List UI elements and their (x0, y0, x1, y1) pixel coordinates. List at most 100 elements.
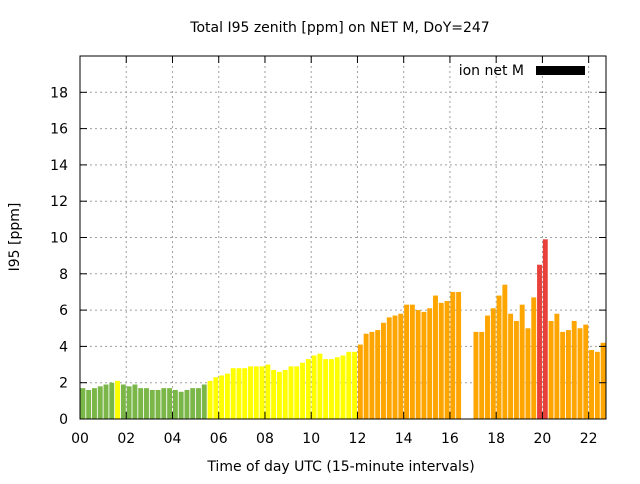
bar (190, 388, 196, 419)
x-axis-label: Time of day UTC (15-minute intervals) (206, 459, 474, 475)
bar (433, 295, 438, 419)
x-tick-label: 14 (395, 431, 413, 447)
bar (219, 375, 225, 419)
x-tick-label: 00 (71, 431, 89, 447)
bar (508, 313, 514, 419)
bar (427, 308, 433, 419)
bar (288, 366, 294, 419)
bar (473, 331, 479, 419)
bar (172, 389, 178, 419)
bar (450, 291, 456, 419)
y-tick-label: 10 (50, 231, 68, 247)
bar (571, 320, 577, 419)
bar (201, 384, 207, 419)
bar (178, 391, 184, 419)
bar (144, 388, 149, 419)
legend-label: ion net M (459, 63, 524, 79)
bar (224, 373, 230, 419)
bar (115, 380, 121, 419)
bar (317, 353, 323, 419)
bar (120, 384, 126, 419)
bar (565, 330, 571, 419)
bar (554, 313, 560, 419)
bar (398, 313, 404, 419)
bar (438, 302, 444, 419)
grid-lines (80, 56, 606, 419)
bar (363, 333, 369, 419)
bar (542, 239, 548, 419)
x-tick-label: 06 (210, 431, 228, 447)
bar (132, 384, 138, 419)
y-tick-label: 2 (59, 376, 68, 392)
bar (375, 330, 381, 419)
bar (103, 384, 109, 419)
bar (392, 315, 398, 419)
x-tick-label: 10 (302, 431, 320, 447)
y-tick-label: 18 (50, 85, 68, 101)
bar (300, 362, 305, 419)
bar (248, 366, 253, 419)
bar (525, 328, 531, 419)
bar (381, 322, 386, 419)
x-tick-label: 08 (256, 431, 274, 447)
x-tick-label: 04 (164, 431, 182, 447)
bar (519, 304, 525, 419)
bar (600, 342, 606, 419)
bar (357, 344, 363, 419)
bar (560, 331, 566, 419)
bar (352, 351, 358, 419)
y-tick-label: 6 (59, 303, 68, 319)
x-tick-label: 22 (580, 431, 598, 447)
bar (502, 284, 508, 419)
bar (589, 350, 595, 419)
x-tick-label: 20 (534, 431, 552, 447)
bar (421, 311, 427, 419)
bar (109, 382, 115, 419)
y-tick-label: 12 (50, 194, 68, 210)
bar (271, 369, 277, 419)
legend: ion net M (459, 63, 585, 79)
bar (409, 304, 415, 419)
bar (167, 388, 173, 419)
bar (404, 304, 410, 419)
legend-swatch (536, 66, 585, 75)
bar (196, 388, 201, 419)
bar-series (80, 239, 606, 419)
bar (276, 371, 282, 419)
bar (161, 388, 167, 419)
bar (444, 301, 450, 419)
x-tick-label: 18 (487, 431, 505, 447)
bar (386, 317, 392, 419)
x-tick-label: 16 (441, 431, 459, 447)
y-tick-label: 4 (59, 339, 68, 355)
x-tick-label: 02 (117, 431, 135, 447)
x-axis-tick-labels: 00 02 04 06 08 10 12 14 16 18 20 22 (71, 431, 597, 447)
bar (346, 351, 352, 419)
bar (259, 366, 265, 419)
bar (490, 308, 496, 419)
bar (334, 357, 340, 419)
bar (91, 388, 97, 419)
bar (265, 364, 271, 419)
y-tick-label: 16 (50, 122, 68, 138)
bar (242, 368, 248, 419)
bar (149, 389, 155, 419)
bar (577, 328, 583, 419)
bar (253, 366, 259, 419)
y-axis-label: I95 [ppm] (7, 203, 23, 272)
bar (138, 388, 144, 419)
bar (456, 291, 462, 419)
y-tick-label: 14 (50, 158, 68, 174)
bar (86, 389, 92, 419)
bar (537, 264, 542, 419)
y-axis-tick-labels: 0 2 4 6 8 10 12 14 16 18 (50, 85, 68, 428)
bar (207, 380, 213, 419)
bar (513, 320, 519, 419)
bar (184, 389, 190, 419)
bar (126, 386, 132, 419)
bar (531, 297, 537, 419)
bar (548, 320, 554, 419)
bar (230, 368, 236, 419)
